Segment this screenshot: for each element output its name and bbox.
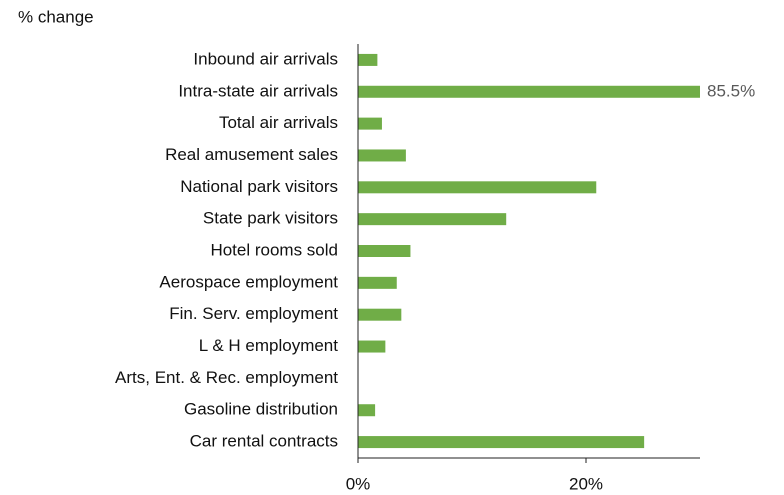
y-tick-label: Inbound air arrivals <box>193 49 338 68</box>
bar <box>358 276 397 289</box>
y-tick-label: Arts, Ent. & Rec. employment <box>115 368 338 387</box>
y-tick-label: Fin. Serv. employment <box>169 304 338 323</box>
bar <box>358 245 411 257</box>
bar <box>358 436 645 449</box>
bar <box>358 308 402 321</box>
value-label: 85.5% <box>707 81 755 100</box>
y-tick-label: Aerospace employment <box>159 272 338 291</box>
bar <box>358 181 597 194</box>
y-tick-label: Gasoline distribution <box>184 400 338 419</box>
bar <box>358 404 376 417</box>
bar <box>358 213 507 226</box>
bar <box>358 340 386 353</box>
bar <box>358 117 382 130</box>
y-tick-label: Intra-state air arrivals <box>178 81 338 100</box>
x-tick-label: 0% <box>346 474 371 493</box>
y-tick-label: National park visitors <box>180 177 338 196</box>
y-tick-label: Hotel rooms sold <box>210 240 338 259</box>
axis-label: % change <box>18 7 94 26</box>
y-tick-label: L & H employment <box>199 336 338 355</box>
bars <box>358 53 700 449</box>
y-tick-label: Real amusement sales <box>165 145 338 164</box>
bar <box>358 149 406 162</box>
y-tick-label: Car rental contracts <box>190 432 338 451</box>
bar <box>358 85 700 98</box>
y-tick-label: State park visitors <box>203 209 338 228</box>
y-tick-label: Total air arrivals <box>219 113 338 132</box>
x-tick-label: 20% <box>569 474 603 493</box>
bar <box>358 53 378 66</box>
